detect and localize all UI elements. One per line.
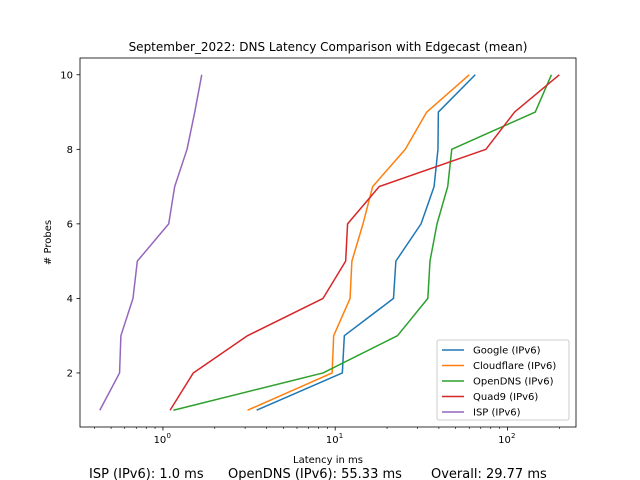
y-axis-label: # Probes xyxy=(43,220,54,265)
axes-frame xyxy=(79,57,577,428)
x-tick-exponent: 0 xyxy=(166,432,170,440)
y-tick-label: 10 xyxy=(60,70,73,81)
footer-overall: Overall: 29.77 ms xyxy=(431,467,547,480)
chart-title: September_2022: DNS Latency Comparison w… xyxy=(129,40,528,54)
x-tick-exponent: 2 xyxy=(511,432,515,440)
y-tick-label: 6 xyxy=(67,219,73,230)
series-line-quad9-ipv6 xyxy=(169,74,560,411)
legend-label-opendns-ipv6: OpenDNS (IPv6) xyxy=(473,377,554,388)
legend-label-google-ipv6: Google (IPv6) xyxy=(473,346,541,357)
legend-label-quad9-ipv6: Quad9 (IPv6) xyxy=(473,392,538,403)
x-tick-label: 10 xyxy=(154,435,167,446)
x-tick-label: 10 xyxy=(326,435,339,446)
series-line-opendns-ipv6 xyxy=(173,74,553,411)
y-tick-label: 8 xyxy=(67,145,73,156)
series-line-cloudflare-ipv6 xyxy=(247,74,470,411)
legend-box xyxy=(436,339,570,421)
series-line-google-ipv6 xyxy=(256,74,476,411)
series-line-isp-ipv6 xyxy=(99,74,203,411)
x-axis-label: Latency in ms xyxy=(293,455,363,466)
x-tick-label: 10 xyxy=(498,435,511,446)
footer-opendns: OpenDNS (IPv6): 55.33 ms xyxy=(228,467,402,480)
legend: Google (IPv6) Cloudflare (IPv6) OpenDNS (I… xyxy=(436,339,570,421)
legend-label-isp-ipv6: ISP (IPv6) xyxy=(473,408,521,419)
footer-isp: ISP (IPv6): 1.0 ms xyxy=(89,467,204,480)
legend-label-cloudflare-ipv6: Cloudflare (IPv6) xyxy=(473,361,556,372)
y-tick-label: 4 xyxy=(67,294,73,305)
y-tick-label: 2 xyxy=(67,368,73,379)
x-tick-exponent: 1 xyxy=(339,432,343,440)
